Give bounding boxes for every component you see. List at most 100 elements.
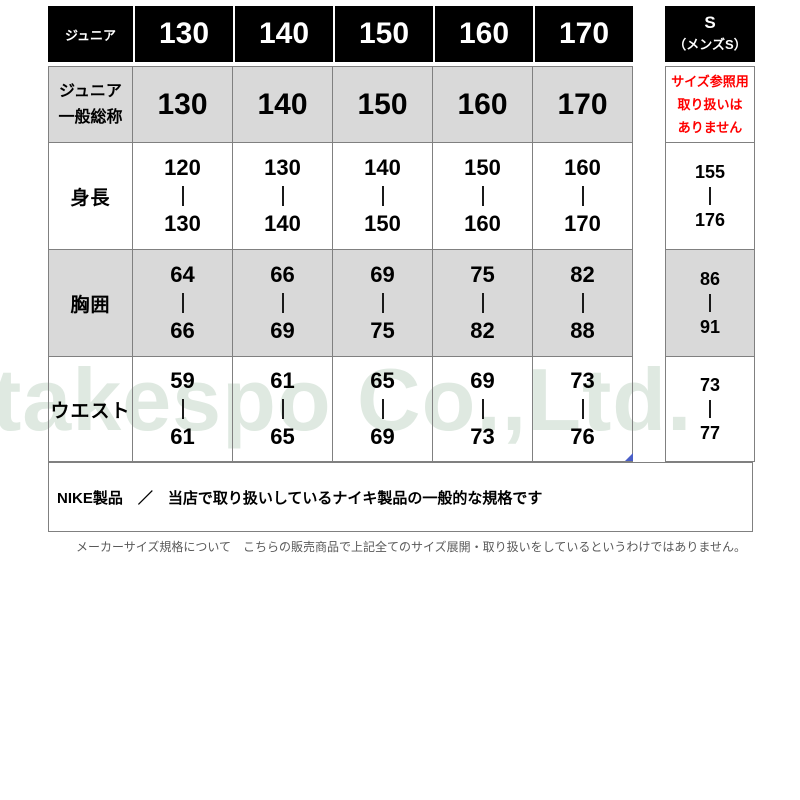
- range-divider: [381, 399, 384, 419]
- nike-note-text: NIKE製品 ／ 当店で取り扱いしているナイキ製品の一般的な規格です: [57, 489, 543, 507]
- range-max: 91: [699, 317, 721, 337]
- range-min: 82: [570, 262, 595, 287]
- range-divider: [581, 293, 584, 313]
- range-min: 69: [470, 368, 495, 393]
- range-divider: [381, 293, 384, 313]
- s-notice-line3: ありません: [677, 120, 743, 135]
- range-max: 82: [470, 318, 495, 343]
- range-min: 73: [699, 375, 721, 395]
- s-notice-line2: 取り扱いは: [677, 97, 743, 112]
- range-divider: [581, 399, 584, 419]
- waist-range-170: 73 76: [533, 357, 633, 462]
- range-divider: [381, 186, 384, 206]
- range-min: 160: [564, 155, 601, 180]
- header-size-s: S （メンズS）: [665, 6, 755, 62]
- range-divider: [481, 186, 484, 206]
- height-range-160: 150 160: [433, 143, 533, 250]
- header-s-label: S: [704, 13, 716, 32]
- maker-size-disclaimer: メーカーサイズ規格について こちらの販売商品で上記全てのサイズ展開・取り扱いをし…: [76, 540, 746, 554]
- cell-corner-marker: [625, 453, 633, 461]
- s-chest-range: 86 91: [665, 250, 755, 357]
- alias-label-line1: ジュニア: [59, 82, 122, 100]
- range-min: 73: [570, 368, 595, 393]
- range-divider: [709, 294, 711, 312]
- waist-range-140: 61 65: [233, 357, 333, 462]
- range-divider: [709, 187, 711, 205]
- range-min: 120: [164, 155, 201, 180]
- s-column-notice: サイズ参照用 取り扱いは ありません: [665, 66, 755, 143]
- range-max: 69: [270, 318, 295, 343]
- range-max: 65: [270, 424, 295, 449]
- chest-range-130: 64 66: [133, 250, 233, 357]
- header-size-140: 140: [233, 6, 333, 62]
- header-junior-label: ジュニア: [64, 27, 117, 43]
- range-max: 69: [370, 424, 395, 449]
- chest-range-170: 82 88: [533, 250, 633, 357]
- row-label-height: 身長: [48, 143, 133, 250]
- range-min: 64: [170, 262, 195, 287]
- range-min: 69: [370, 262, 395, 287]
- s-column-body: サイズ参照用 取り扱いは ありません 155 176 86 91 73 77: [665, 66, 755, 462]
- range-max: 160: [464, 211, 501, 236]
- alias-value: 140: [233, 66, 333, 143]
- range-min: 140: [364, 155, 401, 180]
- alias-label-line2: 一般総称: [58, 108, 123, 126]
- range-min: 75: [470, 262, 495, 287]
- range-divider: [181, 399, 184, 419]
- alias-value: 150: [333, 66, 433, 143]
- alias-value: 130: [133, 66, 233, 143]
- chest-range-160: 75 82: [433, 250, 533, 357]
- range-min: 65: [370, 368, 395, 393]
- range-min: 86: [699, 269, 721, 289]
- s-notice-line1: サイズ参照用: [671, 74, 749, 89]
- range-min: 61: [270, 368, 295, 393]
- range-max: 130: [164, 211, 201, 236]
- height-range-170: 160 170: [533, 143, 633, 250]
- row-label-chest: 胸囲: [48, 250, 133, 357]
- range-max: 150: [364, 211, 401, 236]
- range-divider: [281, 399, 284, 419]
- range-max: 66: [170, 318, 195, 343]
- range-divider: [481, 293, 484, 313]
- range-divider: [281, 293, 284, 313]
- range-max: 75: [370, 318, 395, 343]
- range-max: 77: [699, 423, 721, 443]
- range-min: 155: [694, 162, 726, 182]
- store-watermark: takespo Co.,Ltd.: [0, 352, 693, 449]
- size-header-row: ジュニア 130 140 150 160 170: [48, 6, 633, 62]
- range-max: 176: [694, 210, 726, 230]
- waist-range-130: 59 61: [133, 357, 233, 462]
- waist-range-160: 69 73: [433, 357, 533, 462]
- range-max: 73: [470, 424, 495, 449]
- alias-row-label: ジュニア 一般総称: [48, 66, 133, 143]
- range-max: 61: [170, 424, 195, 449]
- alias-value: 170: [533, 66, 633, 143]
- range-divider: [181, 186, 184, 206]
- range-divider: [709, 400, 711, 418]
- range-max: 140: [264, 211, 301, 236]
- height-range-150: 140 150: [333, 143, 433, 250]
- nike-note-box: NIKE製品 ／ 当店で取り扱いしているナイキ製品の一般的な規格です: [48, 462, 753, 532]
- range-min: 130: [264, 155, 301, 180]
- height-range-130: 120 130: [133, 143, 233, 250]
- range-divider: [181, 293, 184, 313]
- range-min: 66: [270, 262, 295, 287]
- range-max: 76: [570, 424, 595, 449]
- range-min: 150: [464, 155, 501, 180]
- row-label-waist: ウエスト: [48, 357, 133, 462]
- range-divider: [581, 186, 584, 206]
- header-size-150: 150: [333, 6, 433, 62]
- header-s-mens-label: （メンズS）: [673, 37, 747, 52]
- range-min: 59: [170, 368, 195, 393]
- size-table-body: ジュニア 一般総称 130 140 150 160 170 身長 120 130…: [48, 66, 633, 462]
- height-range-140: 130 140: [233, 143, 333, 250]
- range-divider: [281, 186, 284, 206]
- header-size-160: 160: [433, 6, 533, 62]
- chest-range-150: 69 75: [333, 250, 433, 357]
- s-waist-range: 73 77: [665, 357, 755, 462]
- header-size-170: 170: [533, 6, 633, 62]
- alias-value: 160: [433, 66, 533, 143]
- chest-range-140: 66 69: [233, 250, 333, 357]
- s-height-range: 155 176: [665, 143, 755, 250]
